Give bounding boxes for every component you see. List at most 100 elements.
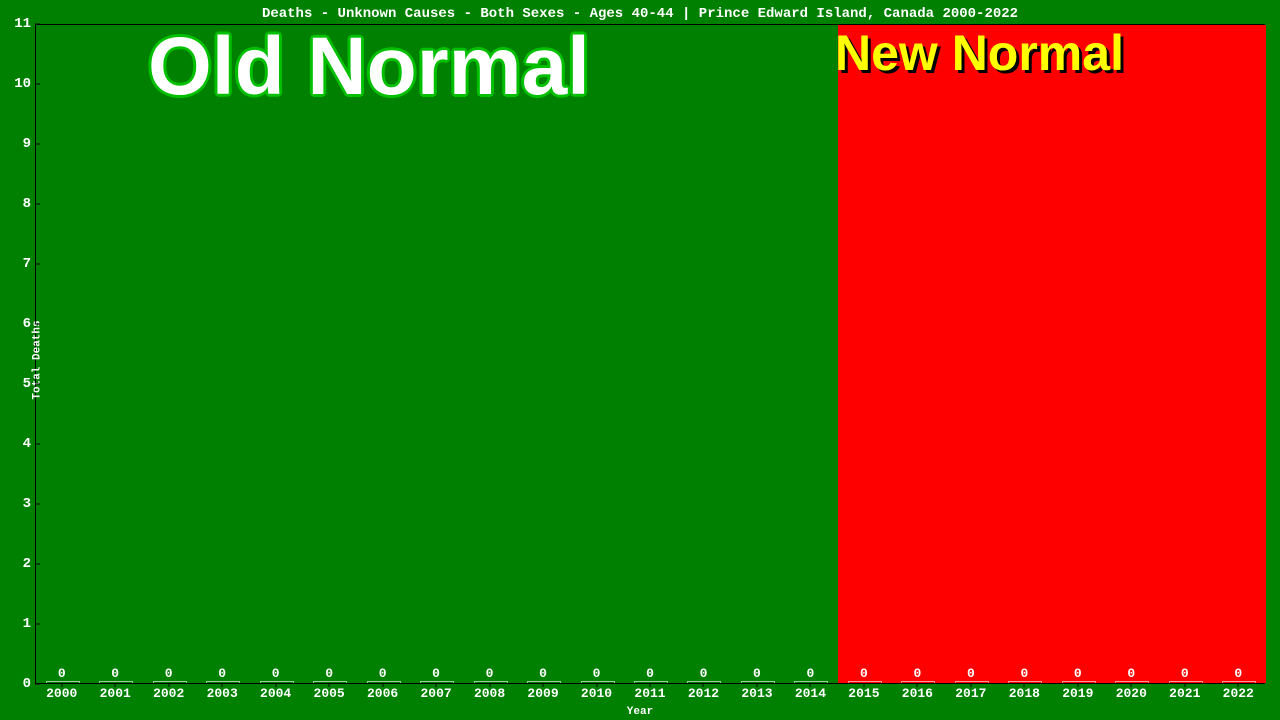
y-tick-mark xyxy=(35,24,40,25)
x-tick-label: 2017 xyxy=(955,686,986,701)
x-tick-mark xyxy=(917,683,918,687)
y-tick-label: 11 xyxy=(3,16,31,32)
y-tick-mark xyxy=(35,684,40,685)
old-normal-region xyxy=(36,25,838,683)
y-tick-label: 8 xyxy=(3,196,31,212)
y-tick-label: 0 xyxy=(3,676,31,692)
x-tick-mark xyxy=(970,683,971,687)
bar xyxy=(1169,681,1203,683)
bar xyxy=(741,681,775,683)
bar-value-label: 0 xyxy=(1020,666,1028,681)
bar-value-label: 0 xyxy=(913,666,921,681)
bar xyxy=(955,681,989,683)
bar xyxy=(1008,681,1042,683)
bar-value-label: 0 xyxy=(165,666,173,681)
x-tick-mark xyxy=(1238,683,1239,687)
bar-value-label: 0 xyxy=(218,666,226,681)
x-tick-label: 2008 xyxy=(474,686,505,701)
x-tick-label: 2021 xyxy=(1169,686,1200,701)
x-tick-label: 2010 xyxy=(581,686,612,701)
x-tick-label: 2016 xyxy=(902,686,933,701)
bar xyxy=(1115,681,1149,683)
x-tick-mark xyxy=(1077,683,1078,687)
bar-value-label: 0 xyxy=(1127,666,1135,681)
bar-value-label: 0 xyxy=(379,666,387,681)
x-tick-label: 2015 xyxy=(848,686,879,701)
bar xyxy=(260,681,294,683)
x-tick-label: 2007 xyxy=(420,686,451,701)
bar-value-label: 0 xyxy=(272,666,280,681)
x-tick-mark xyxy=(1184,683,1185,687)
y-tick-label: 3 xyxy=(3,496,31,512)
x-tick-label: 2000 xyxy=(46,686,77,701)
y-tick-label: 9 xyxy=(3,136,31,152)
y-tick-mark xyxy=(35,264,40,265)
x-tick-mark xyxy=(543,683,544,687)
x-tick-mark xyxy=(329,683,330,687)
y-tick-mark xyxy=(35,504,40,505)
bar-value-label: 0 xyxy=(1181,666,1189,681)
x-tick-label: 2003 xyxy=(207,686,238,701)
x-tick-mark xyxy=(489,683,490,687)
bar xyxy=(1062,681,1096,683)
bar xyxy=(794,681,828,683)
x-tick-label: 2013 xyxy=(741,686,772,701)
x-tick-mark xyxy=(703,683,704,687)
x-tick-label: 2004 xyxy=(260,686,291,701)
y-tick-mark xyxy=(35,444,40,445)
x-tick-label: 2018 xyxy=(1009,686,1040,701)
bar xyxy=(46,681,80,683)
bar-value-label: 0 xyxy=(1234,666,1242,681)
x-tick-mark xyxy=(275,683,276,687)
bar-value-label: 0 xyxy=(860,666,868,681)
bar xyxy=(474,681,508,683)
x-tick-mark xyxy=(61,683,62,687)
bar-value-label: 0 xyxy=(700,666,708,681)
bar-value-label: 0 xyxy=(111,666,119,681)
x-tick-label: 2020 xyxy=(1116,686,1147,701)
x-tick-label: 2006 xyxy=(367,686,398,701)
y-tick-mark xyxy=(35,384,40,385)
new-normal-label: New Normal xyxy=(835,24,1124,82)
bar-value-label: 0 xyxy=(967,666,975,681)
bar xyxy=(206,681,240,683)
x-tick-mark xyxy=(810,683,811,687)
bar-value-label: 0 xyxy=(753,666,761,681)
x-tick-mark xyxy=(436,683,437,687)
bar xyxy=(420,681,454,683)
bar xyxy=(367,681,401,683)
bar-value-label: 0 xyxy=(432,666,440,681)
bar xyxy=(313,681,347,683)
y-tick-label: 10 xyxy=(3,76,31,92)
bar xyxy=(1222,681,1256,683)
x-tick-label: 2011 xyxy=(634,686,665,701)
y-tick-label: 1 xyxy=(3,616,31,632)
x-tick-mark xyxy=(382,683,383,687)
y-tick-mark xyxy=(35,144,40,145)
bar-value-label: 0 xyxy=(1074,666,1082,681)
x-tick-mark xyxy=(1131,683,1132,687)
x-tick-mark xyxy=(222,683,223,687)
bar-value-label: 0 xyxy=(486,666,494,681)
x-tick-label: 2002 xyxy=(153,686,184,701)
bar xyxy=(848,681,882,683)
bar-value-label: 0 xyxy=(539,666,547,681)
x-axis-label: Year xyxy=(0,706,1280,718)
bar xyxy=(527,681,561,683)
y-tick-label: 7 xyxy=(3,256,31,272)
bar-value-label: 0 xyxy=(807,666,815,681)
x-tick-label: 2012 xyxy=(688,686,719,701)
x-tick-mark xyxy=(596,683,597,687)
bar xyxy=(581,681,615,683)
bar xyxy=(99,681,133,683)
x-tick-label: 2014 xyxy=(795,686,826,701)
x-tick-mark xyxy=(168,683,169,687)
y-tick-label: 2 xyxy=(3,556,31,572)
y-tick-label: 6 xyxy=(3,316,31,332)
y-tick-label: 4 xyxy=(3,436,31,452)
y-tick-mark xyxy=(35,204,40,205)
y-tick-mark xyxy=(35,564,40,565)
bar xyxy=(687,681,721,683)
x-tick-label: 2019 xyxy=(1062,686,1093,701)
x-tick-mark xyxy=(115,683,116,687)
